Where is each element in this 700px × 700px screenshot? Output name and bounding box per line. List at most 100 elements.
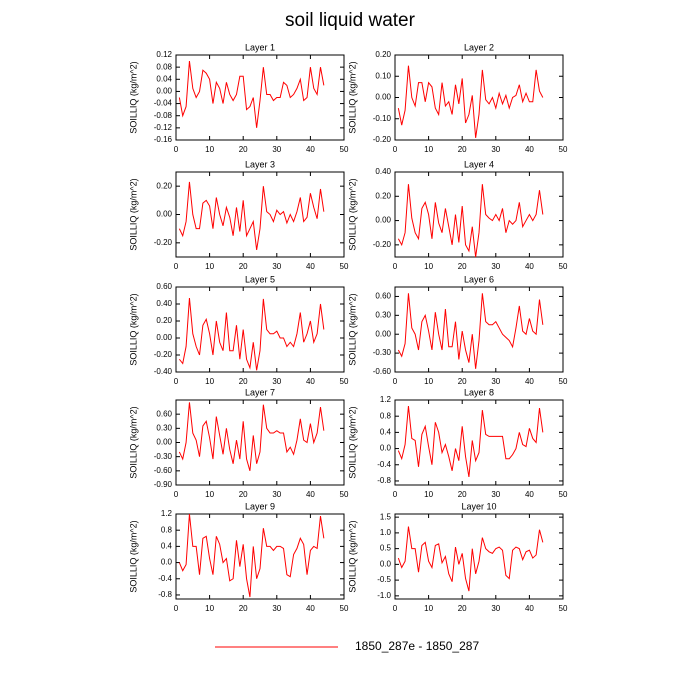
- x-tick-label: 20: [239, 145, 248, 154]
- y-axis-label: SOILLIQ (kg/m^2): [347, 178, 357, 250]
- panel-title: Layer 7: [245, 387, 275, 397]
- y-tick-label: -0.20: [373, 240, 392, 249]
- plot-frame: [175, 513, 345, 600]
- y-tick-label: 0.10: [375, 71, 391, 80]
- plot-frame: [394, 513, 564, 600]
- panel: Layer 3 SOILLIQ (kg/m^2) 0 10 20 30 40 50 -0.20 0…: [128, 159, 349, 271]
- y-tick-label: 0.5: [380, 544, 392, 553]
- panel: Layer 6 SOILLIQ (kg/m^2) 0 10 20 30 40 50 -0.60 -…: [347, 274, 568, 386]
- x-tick-label: 40: [525, 490, 534, 499]
- y-tick-label: 0.00: [375, 93, 391, 102]
- x-tick-label: 10: [424, 604, 433, 613]
- plot-frame: [394, 171, 564, 258]
- panel-title: Layer 8: [464, 387, 494, 397]
- y-axis-label: SOILLIQ (kg/m^2): [347, 520, 357, 592]
- x-tick-label: 0: [393, 604, 398, 613]
- y-tick-label: -0.20: [154, 350, 173, 359]
- x-tick-label: 40: [306, 604, 315, 613]
- x-tick-label: 50: [559, 490, 568, 499]
- panel: Layer 2 SOILLIQ (kg/m^2) 0 10 20 30 40 50 -0.20 -…: [347, 42, 568, 154]
- plot-frame: [175, 286, 345, 373]
- x-tick-label: 0: [393, 490, 398, 499]
- panel: Layer 8 SOILLIQ (kg/m^2) 0 10 20 30 40 50 -0.8 -0…: [347, 387, 568, 499]
- y-tick-label: 0.0: [380, 444, 392, 453]
- data-line: [178, 61, 325, 128]
- legend-label: 1850_287e - 1850_287: [355, 639, 479, 653]
- y-tick-label: 0.60: [375, 292, 391, 301]
- y-axis-label: SOILLIQ (kg/m^2): [128, 406, 138, 478]
- plot-frame: [394, 286, 564, 373]
- x-tick-label: 10: [424, 145, 433, 154]
- x-tick-label: 50: [559, 262, 568, 271]
- y-tick-label: -0.20: [373, 135, 392, 144]
- x-tick-label: 50: [559, 604, 568, 613]
- y-tick-label: 0.00: [156, 210, 172, 219]
- panel-title: Layer 6: [464, 274, 494, 284]
- plot-frame: [394, 399, 564, 486]
- y-tick-label: 0.04: [156, 74, 172, 83]
- data-line: [397, 526, 544, 592]
- panel-title: Layer 2: [464, 42, 494, 52]
- y-tick-label: 0.8: [161, 525, 173, 534]
- x-tick-label: 10: [205, 604, 214, 613]
- y-tick-label: 0.60: [156, 282, 172, 291]
- y-tick-label: 0.30: [156, 423, 172, 432]
- x-tick-label: 20: [458, 145, 467, 154]
- data-line: [397, 65, 544, 138]
- panel: Layer 4 SOILLIQ (kg/m^2) 0 10 20 30 40 50 -0.20 0…: [347, 159, 568, 271]
- y-axis-label: SOILLIQ (kg/m^2): [347, 61, 357, 133]
- legend: 1850_287e - 1850_287: [215, 639, 479, 653]
- x-tick-label: 10: [424, 490, 433, 499]
- data-line: [397, 293, 544, 369]
- x-tick-label: 10: [205, 377, 214, 386]
- x-tick-label: 40: [525, 604, 534, 613]
- y-tick-label: -0.4: [377, 460, 391, 469]
- y-tick-label: 1.2: [380, 395, 392, 404]
- x-tick-label: 30: [272, 490, 281, 499]
- data-line: [397, 184, 544, 258]
- data-line: [178, 298, 325, 371]
- y-tick-label: 0.20: [156, 316, 172, 325]
- y-tick-label: 0.30: [375, 310, 391, 319]
- x-tick-label: 40: [306, 490, 315, 499]
- y-tick-label: 0.00: [156, 87, 172, 96]
- y-tick-label: -0.5: [377, 575, 391, 584]
- x-tick-label: 50: [340, 490, 349, 499]
- x-tick-label: 40: [525, 145, 534, 154]
- x-tick-label: 20: [458, 262, 467, 271]
- y-axis-label: SOILLIQ (kg/m^2): [347, 406, 357, 478]
- y-axis-label: SOILLIQ (kg/m^2): [128, 61, 138, 133]
- x-tick-label: 30: [491, 604, 500, 613]
- panel-title: Layer 9: [245, 501, 275, 511]
- panel-title: Layer 10: [461, 501, 496, 511]
- y-tick-label: 0.00: [375, 329, 391, 338]
- panel-title: Layer 1: [245, 42, 275, 52]
- x-tick-label: 0: [174, 377, 179, 386]
- panel-title: Layer 4: [464, 159, 494, 169]
- y-tick-label: 0.40: [375, 167, 391, 176]
- x-tick-label: 0: [393, 262, 398, 271]
- y-tick-label: -0.20: [154, 238, 173, 247]
- x-tick-label: 40: [306, 145, 315, 154]
- x-tick-label: 30: [491, 262, 500, 271]
- y-tick-label: -0.04: [154, 99, 173, 108]
- y-tick-label: 0.08: [156, 62, 172, 71]
- x-tick-label: 10: [205, 262, 214, 271]
- y-tick-label: 1.0: [380, 528, 392, 537]
- x-tick-label: 40: [306, 377, 315, 386]
- x-tick-label: 20: [239, 377, 248, 386]
- x-tick-label: 20: [239, 490, 248, 499]
- y-tick-label: 1.2: [161, 509, 173, 518]
- x-tick-label: 10: [205, 145, 214, 154]
- x-tick-label: 10: [424, 262, 433, 271]
- x-tick-label: 0: [174, 262, 179, 271]
- y-tick-label: 0.00: [156, 333, 172, 342]
- panel-title: Layer 5: [245, 274, 275, 284]
- panel-title: Layer 3: [245, 159, 275, 169]
- x-tick-label: 10: [424, 377, 433, 386]
- data-line: [397, 406, 544, 477]
- x-tick-label: 0: [174, 145, 179, 154]
- y-axis-label: SOILLIQ (kg/m^2): [128, 520, 138, 592]
- figure-title: soil liquid water: [285, 10, 416, 31]
- y-tick-label: -0.30: [373, 348, 392, 357]
